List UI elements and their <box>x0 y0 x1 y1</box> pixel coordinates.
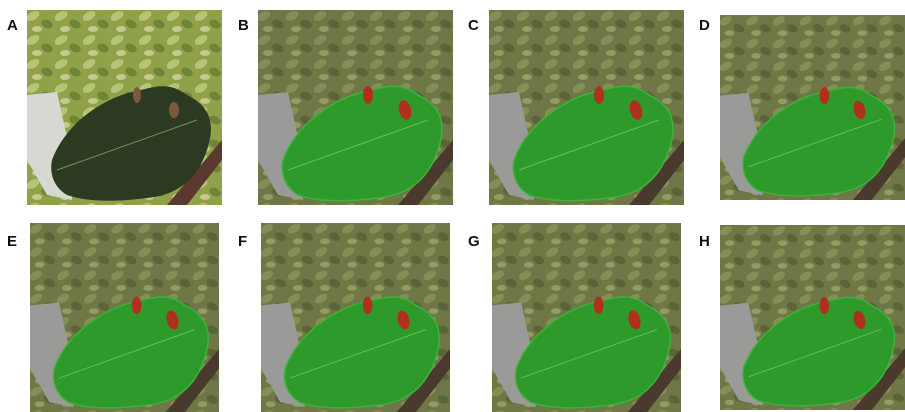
photo <box>27 10 222 205</box>
figure: A B C D E F G H <box>0 0 905 412</box>
panel-label: C <box>468 17 479 34</box>
panel-label: H <box>699 233 710 250</box>
segmentation <box>720 15 905 200</box>
panel-label: B <box>238 17 249 34</box>
segmentation <box>30 223 219 412</box>
panel-label: E <box>7 233 17 250</box>
panel-label: D <box>699 17 710 34</box>
panel-label: F <box>238 233 247 250</box>
segmentation <box>720 225 905 410</box>
segmentation <box>261 223 450 412</box>
segmentation <box>258 10 453 205</box>
panel-label: G <box>468 233 480 250</box>
panel-label: A <box>7 17 18 34</box>
segmentation <box>489 10 684 205</box>
segmentation <box>492 223 681 412</box>
